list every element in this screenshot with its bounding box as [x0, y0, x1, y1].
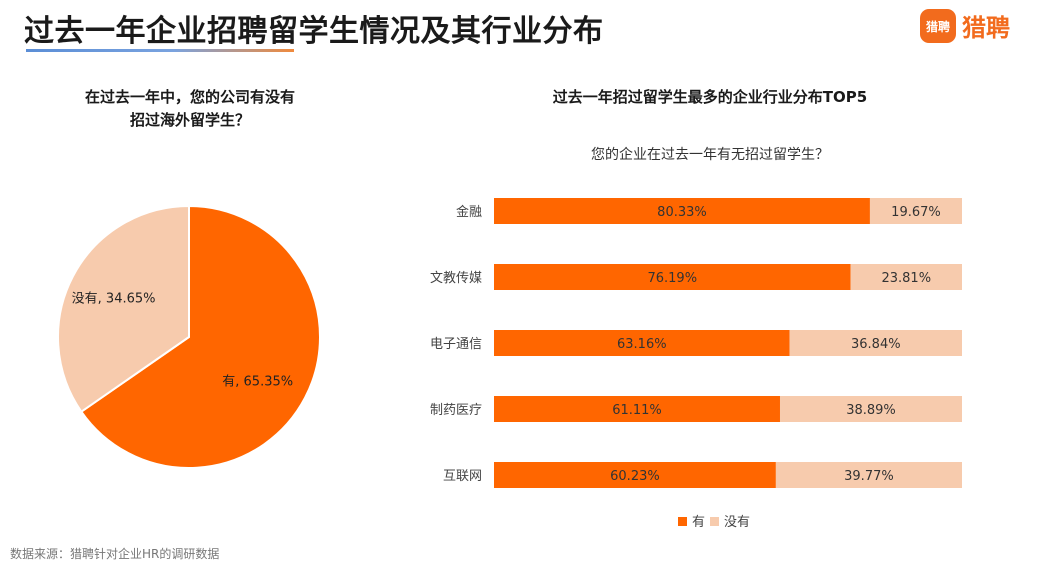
bar-value-label-1-1: 80.33% [657, 205, 707, 220]
bar-chart-title: 过去一年招过留学生最多的企业行业分布TOP5 [552, 88, 868, 106]
bar-segment-2-1 [494, 264, 851, 290]
logo-mark-text: 猎聘 [925, 19, 950, 34]
pie-slice-label-2: 没有, 34.65% [72, 292, 156, 307]
bar-segment-1-1 [494, 198, 870, 224]
bar-value-label-2-2: 23.81% [881, 271, 931, 286]
pie-slice-1 [79, 204, 321, 469]
category-label-2: 文教传媒 [430, 270, 482, 286]
pie-slice-2 [57, 204, 190, 414]
page-title: 过去一年企业招聘留学生情况及其行业分布 [24, 14, 604, 49]
bar-segment-5-2 [775, 462, 962, 488]
brand-logo: 猎聘 猎聘 [920, 8, 1010, 43]
category-label-3: 电子通信 [430, 337, 482, 352]
bar-value-label-5-1: 60.23% [610, 469, 660, 484]
bar-chart-subtitle: 您的企业在过去一年有无招过留学生？ [591, 147, 829, 163]
bar-segment-2-2 [850, 264, 962, 290]
bar-value-label-2-1: 76.19% [647, 271, 697, 286]
bar-value-label-4-2: 38.89% [846, 403, 896, 418]
pie-chart-title-line-1: 在过去一年中，您的公司有没有 [84, 88, 295, 106]
pie-chart-title-line-2: 招过海外留学生？ [129, 111, 250, 129]
bar-value-label-3-2: 36.84% [851, 337, 901, 352]
logo-text: 猎聘 [962, 14, 1010, 42]
bar-segment-3-2 [789, 330, 962, 356]
logo-mark-icon: 猎聘 [920, 8, 956, 43]
legend-swatch-2 [710, 517, 719, 526]
data-source-note: 数据来源：猎聘针对企业HR的调研数据 [10, 547, 220, 561]
category-label-5: 互联网 [443, 469, 482, 484]
pie-chart-title: 在过去一年中，您的公司有没有 招过海外留学生？ [40, 86, 340, 132]
bar-value-label-4-1: 61.11% [612, 403, 662, 418]
title-underline [26, 49, 294, 52]
bar-segment-5-1 [494, 462, 776, 488]
category-label-4: 制药医疗 [430, 403, 482, 418]
bar-value-label-5-2: 39.77% [844, 469, 894, 484]
bar-segment-4-1 [494, 396, 780, 422]
bar-value-label-1-2: 19.67% [891, 205, 941, 220]
legend-label-2: 没有 [724, 515, 750, 530]
bar-value-label-3-1: 63.16% [617, 337, 667, 352]
legend-swatch-1 [678, 517, 687, 526]
bar-segment-1-2 [869, 198, 962, 224]
bar-segment-4-2 [779, 396, 962, 422]
legend-label-1: 有 [692, 515, 705, 530]
bar-segment-3-1 [494, 330, 790, 356]
pie-slice-label-1: 有, 65.35% [222, 374, 293, 389]
category-label-1: 金融 [456, 204, 482, 220]
